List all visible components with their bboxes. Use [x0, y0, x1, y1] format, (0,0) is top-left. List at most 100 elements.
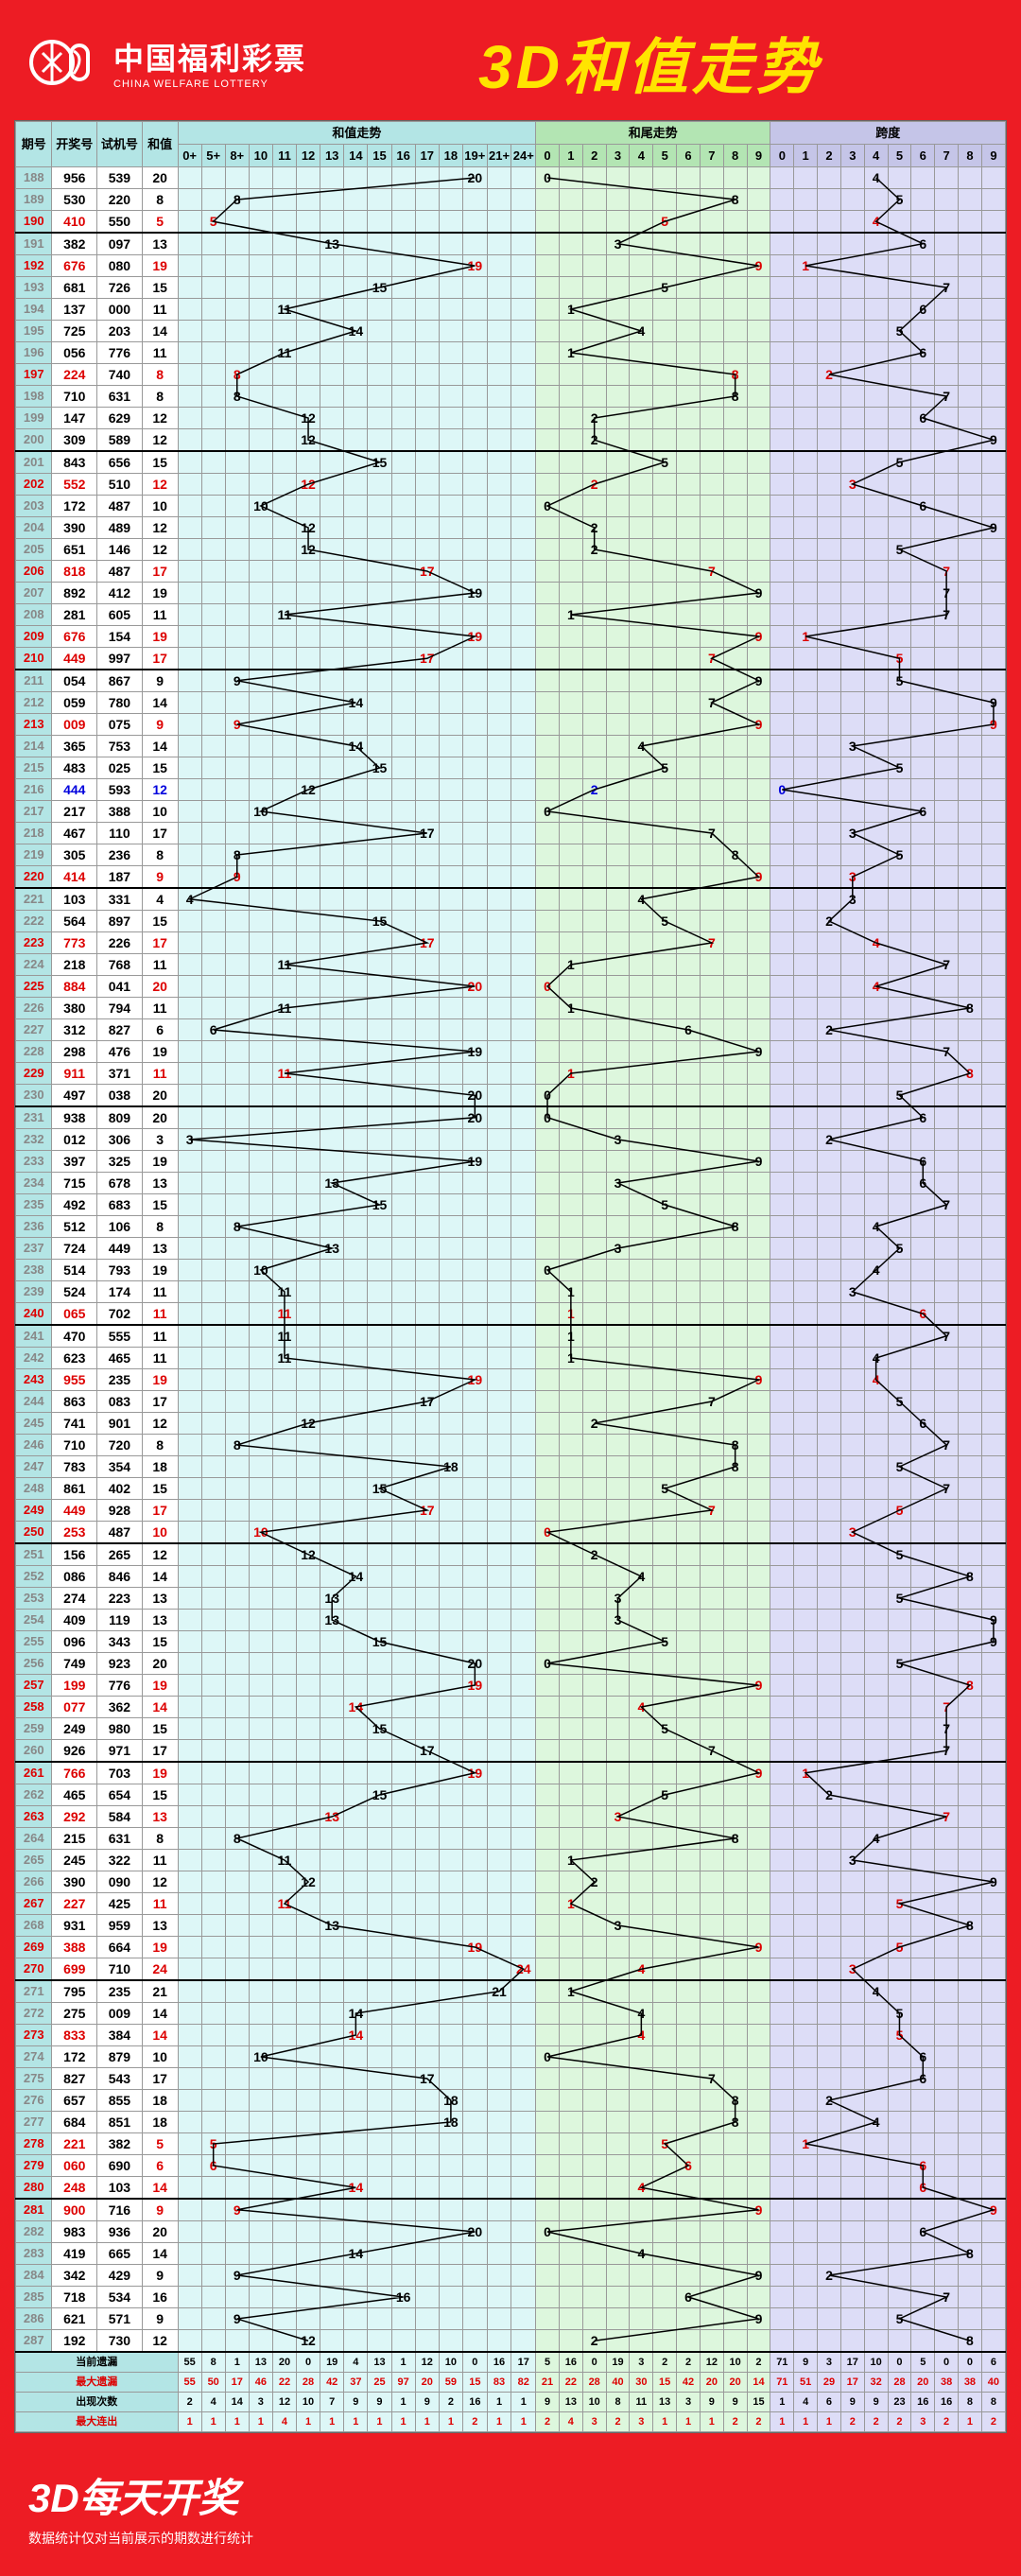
zs-cell [272, 321, 296, 342]
kd-cell [794, 757, 818, 779]
zs-cell [511, 932, 536, 954]
cell-hz: 15 [142, 911, 178, 932]
cell-hz: 20 [142, 1085, 178, 1107]
zs-cell [296, 189, 320, 211]
zs-cell [511, 1063, 536, 1085]
ws-cell [630, 1348, 653, 1369]
zs-col: 16 [391, 145, 415, 167]
zs-cell [296, 1893, 320, 1915]
kd-cell [959, 692, 982, 714]
kd-cell [935, 648, 959, 670]
zs-cell: 14 [344, 2243, 368, 2265]
zs-cell [487, 779, 511, 801]
ws-cell: 9 [747, 626, 770, 648]
kd-cell [888, 408, 911, 429]
ws-cell [630, 866, 653, 889]
kd-cell: 3 [840, 888, 864, 911]
zs-cell [462, 299, 487, 321]
ws-cell [677, 561, 701, 583]
zs-cell [272, 2243, 296, 2265]
zs-cell [415, 1828, 439, 1850]
zs-cell [249, 474, 272, 496]
kd-cell [959, 386, 982, 408]
kd-cell [794, 386, 818, 408]
ws-cell [653, 1500, 677, 1522]
zs-cell [225, 954, 249, 976]
kd-cell [864, 1850, 888, 1871]
kd-cell [818, 1522, 841, 1544]
ws-cell [747, 2025, 770, 2046]
zs-cell: 11 [272, 1850, 296, 1871]
cell-sj: 631 [97, 1828, 143, 1850]
zs-cell [178, 1806, 201, 1828]
ws-cell [653, 823, 677, 844]
ws-cell [747, 823, 770, 844]
zs-cell [391, 321, 415, 342]
ws-cell [677, 1784, 701, 1806]
zs-cell [511, 801, 536, 823]
ws-cell [582, 1435, 606, 1456]
cell-qh: 273 [16, 2025, 52, 2046]
zs-cell [296, 321, 320, 342]
kd-cell [981, 561, 1005, 583]
cell-sj: 631 [97, 386, 143, 408]
stat-cell: 16 [462, 2393, 487, 2412]
kd-cell [935, 342, 959, 364]
kd-cell [911, 1566, 935, 1588]
zs-cell [439, 2025, 462, 2046]
stat-cell: 12 [700, 2352, 723, 2373]
zs-cell [415, 626, 439, 648]
ws-cell [723, 1850, 747, 1871]
ws-cell [606, 692, 630, 714]
zs-cell [320, 1937, 344, 1958]
ws-cell: 1 [559, 1303, 582, 1326]
zs-cell [439, 474, 462, 496]
ws-cell [700, 1958, 723, 1981]
kd-cell [840, 1063, 864, 1085]
kd-cell [818, 2046, 841, 2068]
zs-cell [320, 451, 344, 474]
ws-cell [582, 1893, 606, 1915]
ws-cell: 9 [747, 1937, 770, 1958]
kd-cell [981, 1194, 1005, 1216]
zs-cell [344, 1893, 368, 1915]
zs-cell [487, 408, 511, 429]
ws-cell [700, 1915, 723, 1937]
zs-cell: 19 [462, 1937, 487, 1958]
zs-cell [225, 561, 249, 583]
kd-cell [959, 2265, 982, 2287]
zs-cell [439, 1850, 462, 1871]
zs-cell [296, 233, 320, 255]
zs-cell [344, 1216, 368, 1238]
ws-cell [653, 1588, 677, 1610]
stat-cell: 1 [225, 2412, 249, 2432]
cell-kj: 514 [52, 1260, 97, 1281]
zs-cell [487, 1675, 511, 1697]
zs-cell [368, 1435, 391, 1456]
zs-cell [201, 1675, 225, 1697]
ws-cell [606, 496, 630, 517]
kd-cell [840, 779, 864, 801]
kd-cell [818, 1369, 841, 1391]
kd-cell [959, 1281, 982, 1303]
kd-cell: 7 [935, 386, 959, 408]
zs-cell [178, 757, 201, 779]
ws-cell [677, 364, 701, 386]
zs-cell [296, 976, 320, 998]
cell-hz: 6 [142, 2155, 178, 2177]
data-row: 191382097131336 [16, 233, 1006, 255]
zs-cell [201, 1850, 225, 1871]
data-row: 235492683151557 [16, 1194, 1006, 1216]
ws-cell [723, 2003, 747, 2025]
kd-cell [888, 1303, 911, 1326]
zs-cell [320, 954, 344, 976]
ws-cell [582, 364, 606, 386]
kd-cell [770, 474, 794, 496]
zs-cell [415, 1631, 439, 1653]
kd-cell [981, 342, 1005, 364]
kd-cell [935, 189, 959, 211]
kd-cell [864, 801, 888, 823]
ws-cell [723, 648, 747, 670]
zs-cell [201, 626, 225, 648]
cell-sj: 388 [97, 801, 143, 823]
